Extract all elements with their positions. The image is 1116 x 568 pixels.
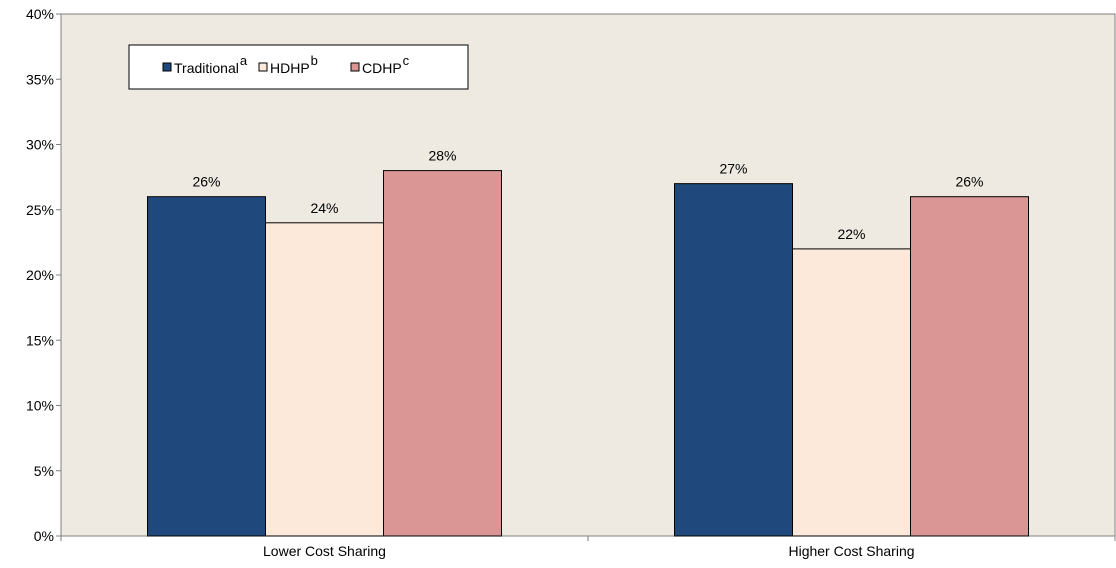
bar-hdhp-1 — [265, 222, 384, 537]
legend-swatch — [162, 62, 172, 72]
legend-label: CDHP — [362, 60, 402, 76]
x-category-label: Higher Cost Sharing — [788, 543, 914, 559]
bar-hdhp-2 — [792, 248, 911, 537]
legend: Traditional a HDHP b CDHP c — [128, 44, 469, 90]
legend-swatch — [258, 62, 268, 72]
y-tick-label: 35% — [26, 71, 54, 87]
data-label: 26% — [955, 174, 983, 190]
y-tick-label: 15% — [26, 332, 54, 348]
bars-group — [147, 170, 1029, 537]
bar-traditional-1 — [147, 196, 266, 537]
data-label: 27% — [719, 161, 747, 177]
legend-swatch — [350, 62, 360, 72]
y-tick-label: 20% — [26, 267, 54, 283]
x-axis: Lower Cost Sharing Higher Cost Sharing — [60, 536, 1116, 559]
data-labels-group: 26% 24% 28% 27% 22% 26% — [192, 148, 983, 242]
x-category-label: Lower Cost Sharing — [263, 543, 386, 559]
legend-label: Traditional — [174, 60, 239, 76]
bar-traditional-2 — [674, 183, 793, 537]
y-axis: 0% 5% 10% 15% 20% 25% 30% 35% 40% — [26, 6, 61, 544]
legend-label: HDHP — [270, 60, 310, 76]
bar-cdhp-1 — [383, 170, 502, 537]
legend-superscript: a — [240, 53, 248, 68]
data-label: 26% — [192, 174, 220, 190]
legend-superscript: c — [403, 53, 410, 68]
legend-box — [128, 44, 469, 90]
y-tick-label: 10% — [26, 398, 54, 414]
data-label: 28% — [428, 148, 456, 164]
bar-cdhp-2 — [910, 196, 1029, 537]
data-label: 22% — [837, 226, 865, 242]
y-tick-label: 40% — [26, 6, 54, 22]
legend-superscript: b — [311, 53, 318, 68]
y-tick-label: 25% — [26, 202, 54, 218]
y-tick-label: 0% — [34, 528, 54, 544]
y-tick-label: 30% — [26, 137, 54, 153]
data-label: 24% — [310, 200, 338, 216]
y-tick-label: 5% — [34, 463, 54, 479]
